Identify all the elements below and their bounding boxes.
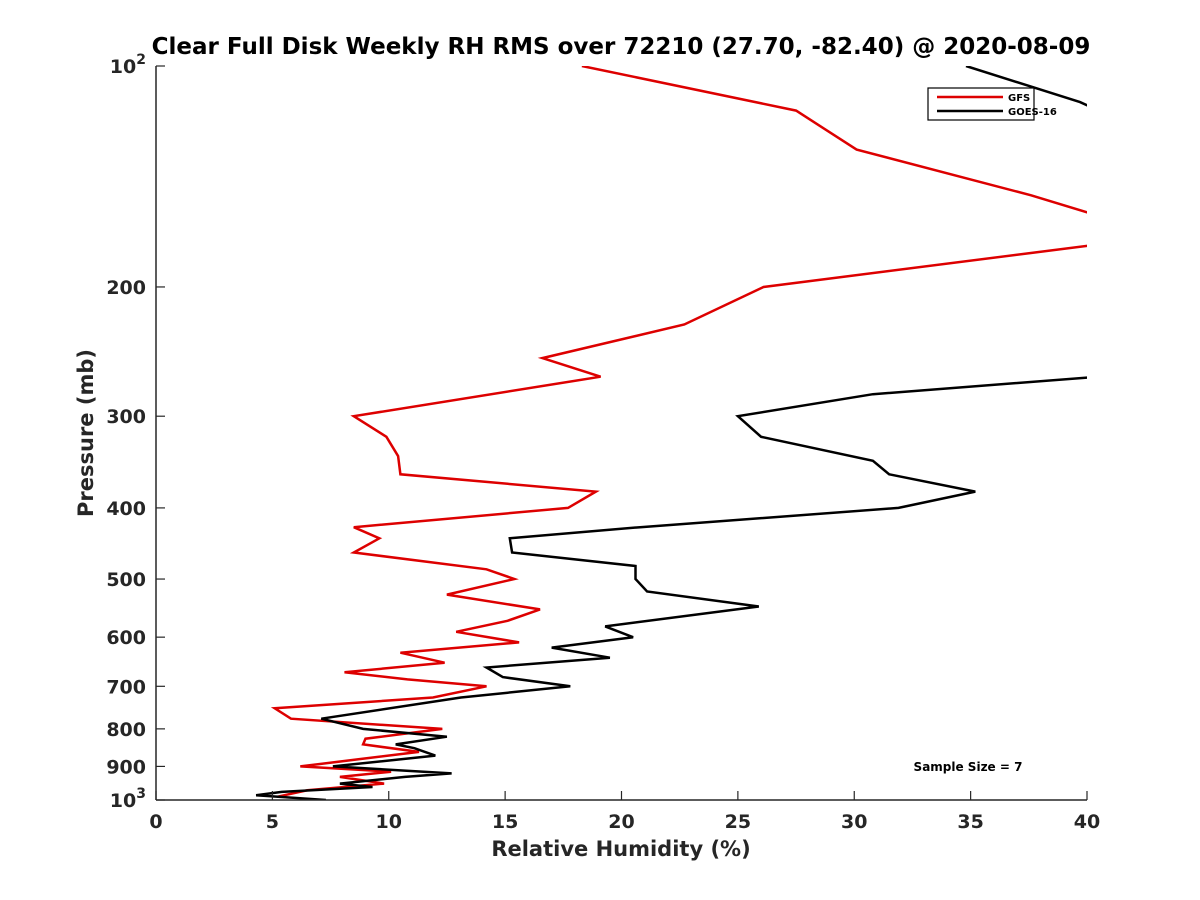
y-tick-label: 300 bbox=[106, 406, 146, 428]
x-tick-label: 40 bbox=[1074, 811, 1100, 833]
axes-layer: 0 5 10 15 20 25 30 35 40 102 200 300 400 500 600 700 800… bbox=[106, 52, 1100, 833]
y-tick-label: 400 bbox=[106, 498, 146, 520]
y-tick-label: 700 bbox=[106, 676, 146, 698]
y-tick-label: 200 bbox=[106, 277, 146, 299]
y-axis-label: Pressure (mb) bbox=[74, 349, 98, 517]
chart-title: Clear Full Disk Weekly RH RMS over 72210… bbox=[152, 34, 1091, 60]
x-tick-label: 0 bbox=[149, 811, 162, 833]
series-line-gfs bbox=[270, 66, 1087, 799]
x-tick-label: 20 bbox=[608, 811, 634, 833]
y-tick-label: 102 bbox=[110, 52, 146, 78]
legend-label-gfs: GFS bbox=[1008, 93, 1030, 104]
y-tick-label: 600 bbox=[106, 627, 146, 649]
legend-box bbox=[927, 87, 1035, 121]
y-tick-label: 900 bbox=[106, 756, 146, 778]
y-tick-label: 500 bbox=[106, 569, 146, 591]
series-layer bbox=[255, 66, 1087, 800]
y-tick-label: 800 bbox=[106, 719, 146, 741]
y-tick-label: 103 bbox=[110, 786, 146, 812]
sample-size-annotation: Sample Size = 7 bbox=[914, 760, 1023, 774]
x-tick-label: 30 bbox=[841, 811, 867, 833]
x-tick-label: 10 bbox=[376, 811, 402, 833]
series-line-goes16 bbox=[255, 66, 1087, 800]
x-tick-label: 35 bbox=[957, 811, 983, 833]
x-tick-label: 5 bbox=[266, 811, 279, 833]
legend: GFS GOES-16 bbox=[927, 87, 1057, 121]
legend-label-goes16: GOES-16 bbox=[1008, 107, 1057, 118]
x-tick-label: 15 bbox=[492, 811, 518, 833]
x-axis-label: Relative Humidity (%) bbox=[491, 837, 750, 861]
x-tick-label: 25 bbox=[725, 811, 751, 833]
